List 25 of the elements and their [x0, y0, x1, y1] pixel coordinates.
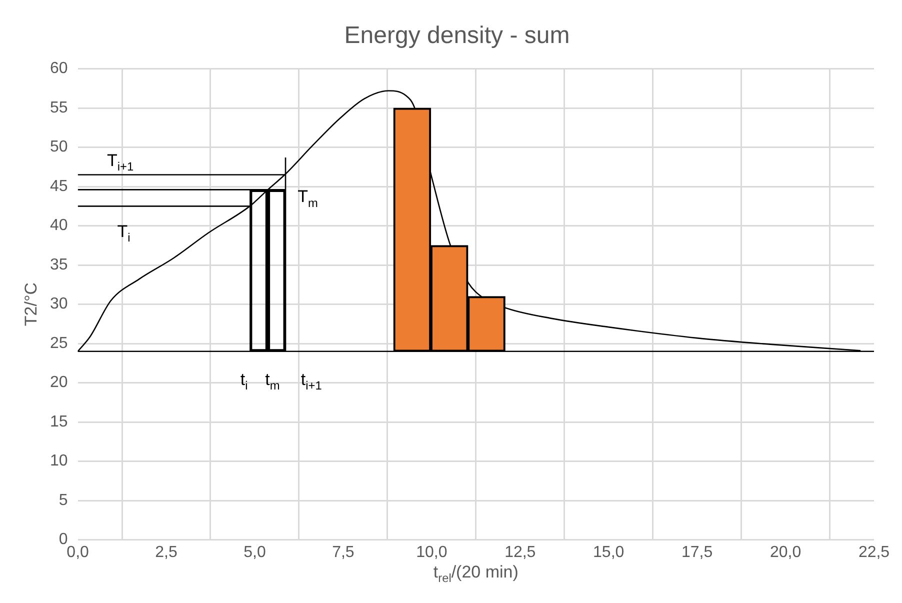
- x-tick-label: 10,0: [416, 544, 448, 561]
- y-tick-label: 55: [50, 99, 68, 116]
- y-tick-label: 20: [50, 374, 68, 392]
- x-tick-label: 22,5: [858, 544, 890, 561]
- y-tick-label: 10: [50, 452, 68, 470]
- y-tick-label: 0: [58, 531, 68, 548]
- x-tick-label: 5,0: [244, 544, 266, 561]
- chart-title: Energy density - sum: [344, 22, 570, 50]
- y-tick-label: 50: [50, 138, 68, 156]
- x-tick-label: 15,0: [593, 544, 624, 561]
- y-tick-label: 40: [50, 217, 68, 234]
- x-tick-label: 7,5: [332, 544, 354, 561]
- y-tick-label: 25: [50, 334, 68, 352]
- y-tick-label: 60: [50, 60, 68, 78]
- y-tick-label: 45: [50, 178, 68, 195]
- y-tick-label: 5: [58, 492, 68, 509]
- x-tick-label: 20,0: [770, 544, 802, 561]
- x-tick-label: 12,5: [504, 544, 536, 561]
- x-tick-label: 2,5: [155, 544, 178, 561]
- x-tick-label: 17,5: [681, 544, 713, 561]
- y-tick-label: 35: [50, 256, 68, 274]
- x-tick-label: 0,0: [66, 544, 90, 561]
- y-tick-label: 30: [50, 296, 68, 313]
- y-axis-title: T2/°C: [22, 282, 41, 326]
- y-tick-label: 15: [50, 413, 68, 430]
